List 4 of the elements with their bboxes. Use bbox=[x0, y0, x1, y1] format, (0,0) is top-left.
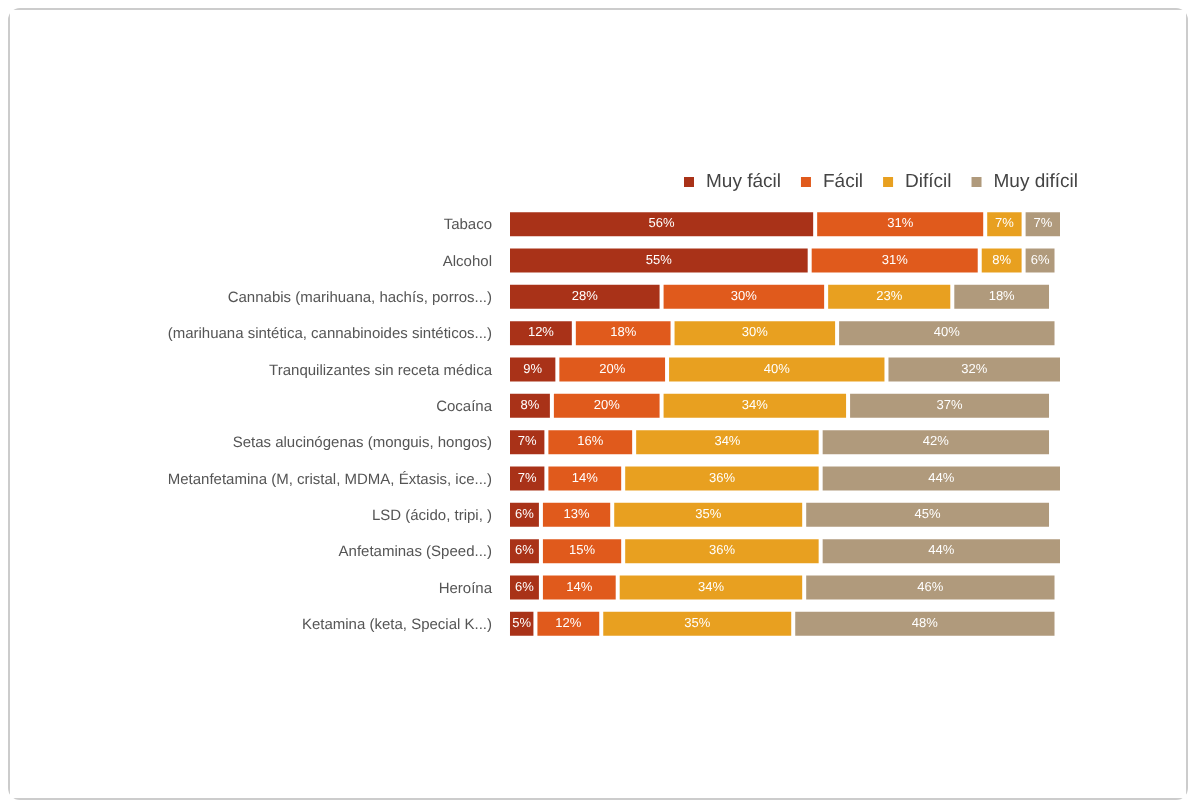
legend-label: Muy difícil bbox=[993, 171, 1078, 193]
legend-label: Muy fácil bbox=[706, 171, 781, 193]
legend-label: Fácil bbox=[822, 171, 864, 193]
legend-label: Difícil bbox=[905, 171, 952, 193]
